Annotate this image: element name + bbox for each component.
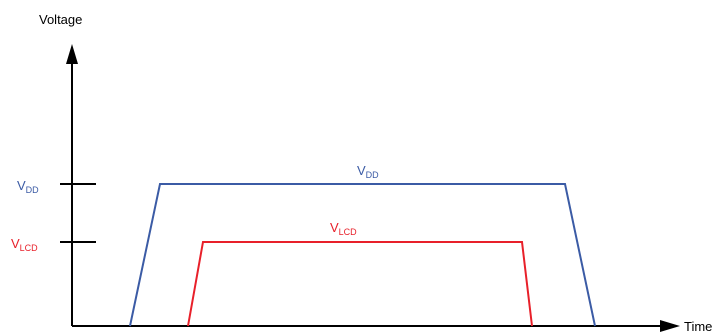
vlcd-axis-label-sub: LCD	[20, 243, 39, 253]
y-axis-label: Voltage	[39, 12, 82, 27]
vdd-axis-label-sub: DD	[26, 185, 39, 195]
vdd-trace	[129, 183, 596, 327]
y-axis-arrowhead	[66, 44, 78, 64]
vdd-trace-label-main: V	[357, 163, 366, 178]
x-axis-arrowhead	[660, 320, 680, 332]
vlcd-trace-label: VLCD	[330, 220, 357, 237]
vlcd-trace-label-sub: LCD	[339, 227, 358, 237]
vdd-axis-label-main: V	[17, 178, 26, 193]
x-axis-label: Time	[684, 319, 712, 334]
vlcd-axis-label: VLCD	[11, 236, 38, 253]
vdd-trace-label: VDD	[357, 163, 379, 180]
vlcd-trace	[187, 241, 533, 327]
vdd-trace-label-sub: DD	[366, 170, 379, 180]
vlcd-trace-label-main: V	[330, 220, 339, 235]
vlcd-axis-label-main: V	[11, 236, 20, 251]
vdd-axis-label: VDD	[17, 178, 39, 195]
